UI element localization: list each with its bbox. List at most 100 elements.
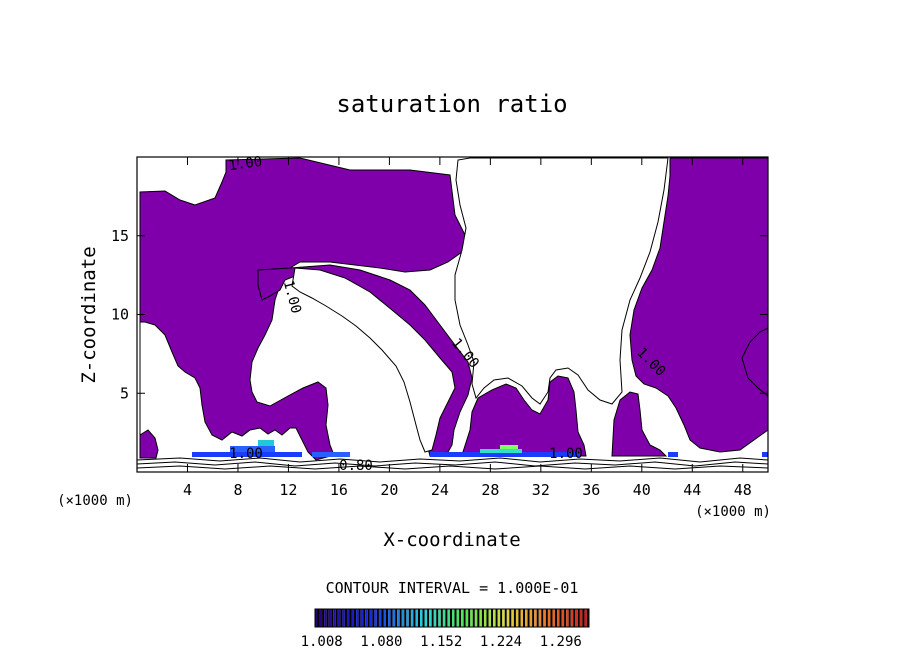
colorbar-cell — [520, 609, 524, 627]
unsaturated-islands — [291, 157, 669, 453]
colorbar-cell — [397, 609, 400, 627]
x-axis-ticks: 4 8 12 16 20 24 28 32 36 40 44 48 — [183, 157, 752, 499]
colorbar-separator — [427, 609, 430, 627]
colorbar-separator — [573, 609, 576, 627]
colorbar-cell — [474, 609, 478, 627]
supersaturated-region — [139, 157, 769, 461]
colorbar-separator — [340, 609, 343, 627]
colorbar-cell — [388, 609, 391, 627]
region-main-left — [139, 157, 466, 461]
colorbar-cell — [538, 609, 542, 627]
colorbar-separator — [449, 609, 452, 627]
x-tick-label: 44 — [683, 481, 701, 499]
colorbar-cell — [328, 609, 332, 627]
band-green — [500, 445, 518, 449]
colorbar-separator — [554, 609, 558, 627]
colorbar-separator — [564, 609, 567, 627]
x-tick-label: 48 — [734, 481, 752, 499]
colorbar-cell — [552, 609, 555, 627]
colorbar-separator — [436, 609, 439, 627]
colorbar-separator — [541, 609, 544, 627]
colorbar-cell — [465, 609, 469, 627]
colorbar-cell — [410, 609, 414, 627]
colorbar-label: 1.152 — [420, 634, 462, 650]
colorbar-separator — [463, 609, 466, 627]
region-right-upper — [629, 157, 769, 453]
colorbar-cell — [579, 609, 583, 627]
colorbar-separator — [481, 609, 484, 627]
colorbar-cell — [506, 609, 510, 627]
island-center-top — [291, 267, 456, 453]
colorbar-separator — [532, 609, 535, 627]
colorbar-separator — [500, 609, 503, 627]
colorbar-cell — [337, 609, 341, 627]
colorbar-separator — [349, 609, 352, 627]
colorbar-cell — [557, 609, 560, 627]
colorbar-cell — [429, 609, 432, 627]
contour-label: 1.00 — [229, 446, 263, 462]
colorbar-separator — [550, 609, 553, 627]
y-axis-label: Z-coordinate — [78, 246, 100, 383]
contour-label: 1.00 — [549, 446, 583, 462]
colorbar-separator — [431, 609, 434, 627]
colorbar-separator — [513, 609, 516, 627]
x-tick-label: 40 — [633, 481, 651, 499]
band-blue-2 — [230, 446, 275, 452]
colorbar-cell — [452, 609, 455, 627]
colorbar-cell — [479, 609, 482, 627]
y-tick-label: 15 — [111, 227, 129, 245]
colorbar-cell — [543, 609, 546, 627]
y-tick-label: 10 — [111, 306, 129, 324]
colorbar-separator — [568, 609, 571, 627]
colorbar-separator — [413, 609, 416, 627]
colorbar-cell — [502, 609, 505, 627]
colorbar-cell — [424, 609, 428, 627]
colorbar-separator — [390, 609, 393, 627]
contour-interval: CONTOUR INTERVAL = 1.000E-01 — [326, 579, 579, 597]
x-tick-label: 4 — [183, 481, 192, 499]
colorbar-cell — [438, 609, 441, 627]
chart-title: saturation ratio — [336, 90, 567, 118]
colorbar-cell — [420, 609, 423, 627]
surface-bands — [192, 440, 768, 457]
colorbar-separator — [454, 609, 457, 627]
colorbar-cell — [470, 609, 473, 627]
x-tick-label: 36 — [582, 481, 600, 499]
colorbar-cell — [315, 609, 318, 627]
colorbar-separator — [317, 609, 320, 627]
x-tick-label: 20 — [380, 481, 398, 499]
colorbar-cell — [525, 609, 528, 627]
colorbar-cell — [447, 609, 450, 627]
colorbar-separator — [559, 609, 562, 627]
colorbar-separator — [335, 609, 338, 627]
colorbar-cell — [401, 609, 405, 627]
colorbar-frame — [314, 608, 590, 628]
colorbar-separator — [536, 609, 539, 627]
contour-line-1 — [136, 457, 769, 463]
colorbar-cell — [369, 609, 373, 627]
colorbar-cell — [333, 609, 336, 627]
x-tick-label: 28 — [481, 481, 499, 499]
colorbar-cell — [570, 609, 574, 627]
colorbar-label: 1.224 — [480, 634, 522, 650]
plot-area: 1.00 1.00 1.00 1.00 1.00 1.00 0.80 4 8 12 1… — [111, 154, 769, 499]
colorbar-separator — [477, 609, 480, 627]
colorbar-cell — [456, 609, 460, 627]
band-blue-3 — [312, 452, 350, 457]
y-tick-label: 5 — [120, 384, 129, 402]
colorbar-cell — [324, 609, 327, 627]
band-cyan-1 — [258, 440, 274, 446]
colorbar-label: 1.008 — [301, 634, 343, 650]
colorbar-separator — [504, 609, 507, 627]
colorbar-label: 1.080 — [360, 634, 402, 650]
colorbar-separator — [367, 609, 370, 627]
contour-line-2 — [136, 461, 769, 467]
colorbar-separator — [399, 609, 402, 627]
colorbar-separator — [527, 609, 530, 627]
colorbar-separator — [408, 609, 411, 627]
colorbar-cell — [547, 609, 551, 627]
colorbar-separator — [509, 609, 512, 627]
colorbar-cell — [493, 609, 496, 627]
colorbar-cell — [483, 609, 487, 627]
colorbar-separator — [440, 609, 443, 627]
